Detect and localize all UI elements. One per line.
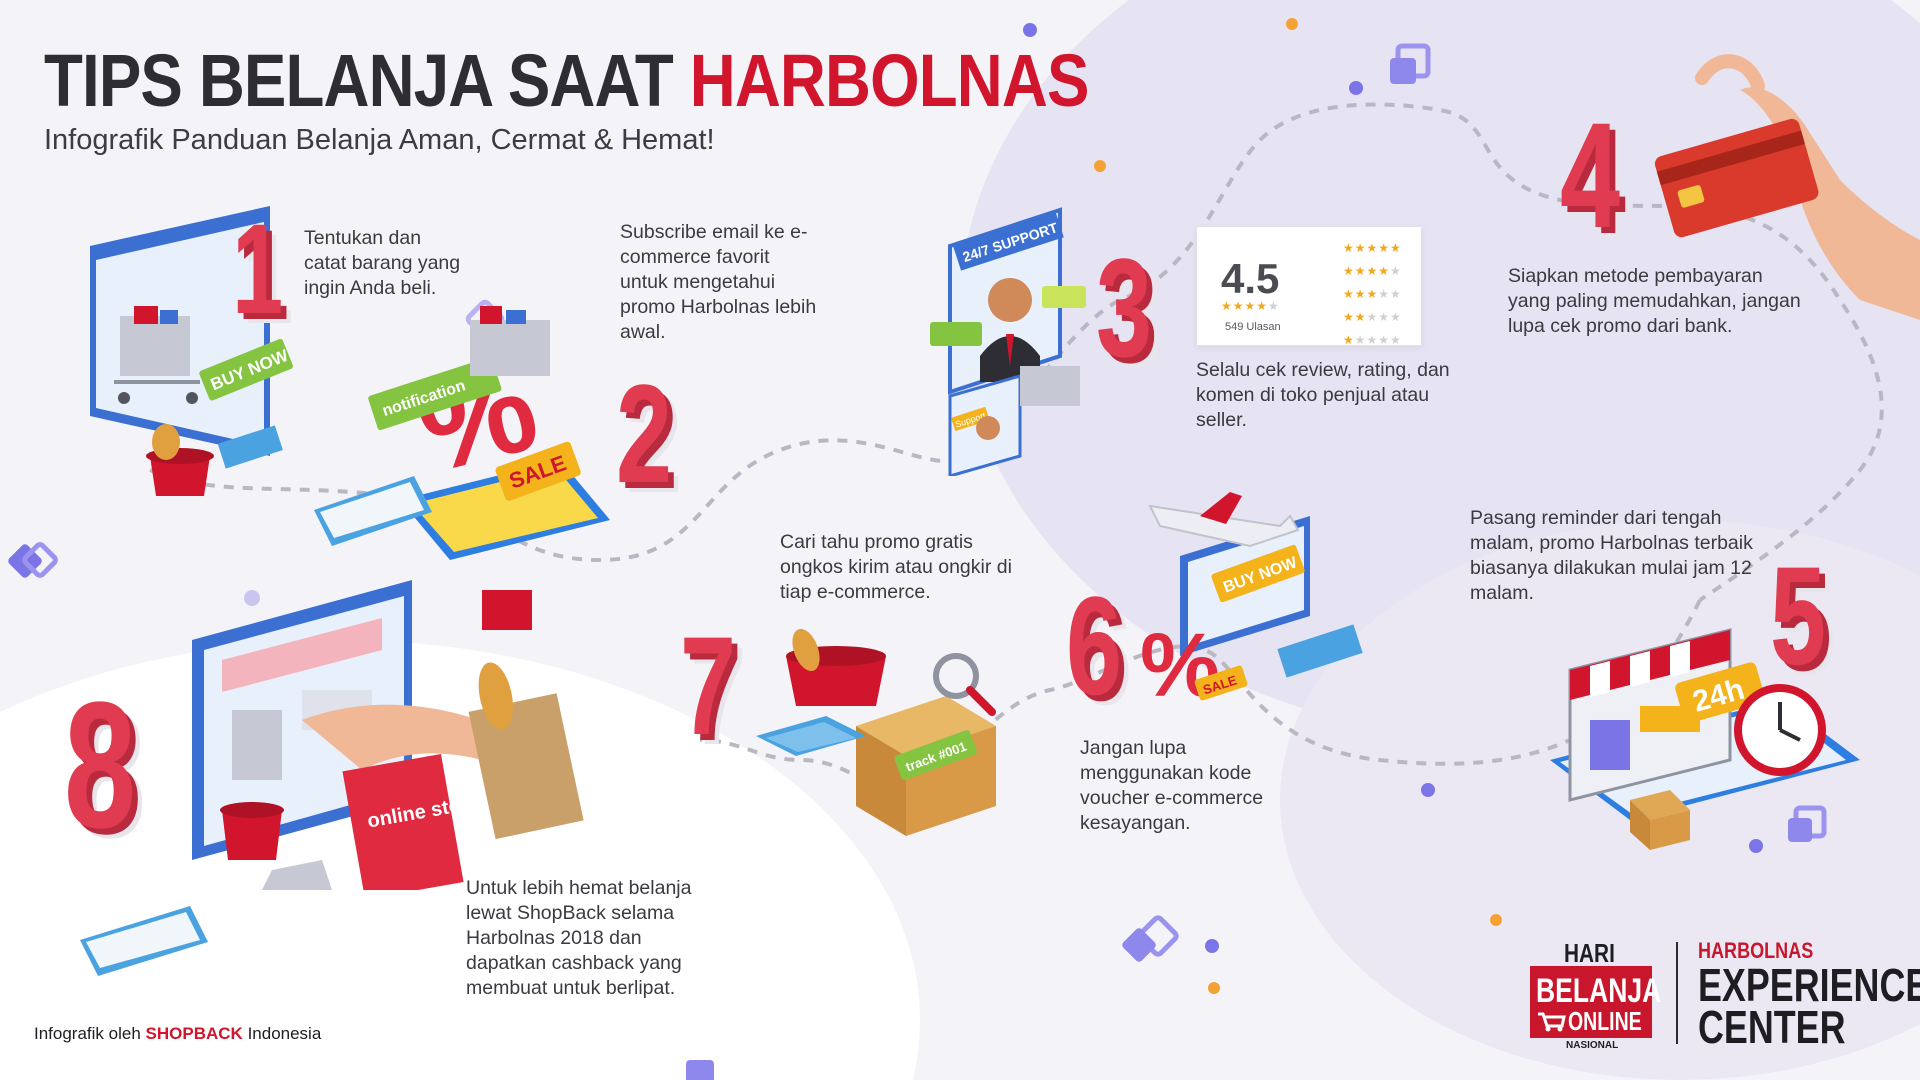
tip8-illustration-online-store: online store [192, 580, 584, 890]
tip3-illustration-support: 24/7 SUPPORT Support [930, 207, 1086, 476]
rating-row-2-stars: ★★★★★ [1343, 310, 1402, 324]
exp-center: CENTER [1698, 1001, 1846, 1053]
decor-dot [244, 590, 260, 606]
decor-dot [1749, 839, 1763, 853]
shopback-brand: SHOPBACK [145, 1024, 243, 1043]
tip4-text: Siapkan metode pembayaran yang paling me… [1508, 265, 1801, 337]
tip8-number: 8 [64, 665, 137, 866]
infographic-credit: Infografik oleh SHOPBACK Indonesia [34, 1024, 321, 1044]
tip2-text: Subscribe email ke e-commerce favorit un… [620, 221, 817, 343]
credit-suffix: Indonesia [247, 1024, 322, 1043]
rating-row-4-stars: ★★★★★ [1343, 264, 1402, 278]
exp-experience: EXPERIENCE [1698, 959, 1920, 1011]
tip5-illustration-store-clock: 24h [1550, 628, 1860, 850]
logo-divider [1676, 942, 1678, 1044]
hari-belanja-online-logo: HARI BELANJA ONLINE NASIONAL [1528, 938, 1661, 1051]
tip1-text: Tentukan dan catat barang yang ingin And… [304, 227, 461, 299]
harbolnas-experience-center-logo: HARBOLNAS EXPERIENCE CENTER [1698, 938, 1920, 1053]
hbo-belanja: BELANJA [1536, 972, 1662, 1010]
title-red: HARBOLNAS [689, 39, 1090, 122]
page-title: TIPS BELANJA SAAT HARBOLNAS [44, 44, 1089, 118]
review-count: 549 Ulasan [1225, 321, 1281, 333]
tip4-number: 4 [1560, 91, 1621, 259]
tip6-illustration-flight-buy: BUY NOW [1148, 492, 1363, 678]
tip6-text: Jangan lupa menggunakan kode voucher e-c… [1080, 737, 1264, 834]
decor-dot [1205, 939, 1219, 953]
tip7-text: Cari tahu promo gratis ongkos kirim atau… [780, 531, 1012, 603]
decor-dot [1421, 783, 1435, 797]
title-dark: TIPS BELANJA SAAT [44, 39, 674, 122]
decor-dot [1094, 160, 1106, 172]
rating-distribution: ★★★★★ ★★★★★ ★★★★★ ★★★★★ ★★★★★ [1343, 237, 1402, 352]
decor-square [22, 542, 58, 578]
hbo-hari: HARI [1564, 938, 1615, 968]
tip1-illustration-shopping-screen: BUY NOW [90, 206, 293, 496]
tip2-illustration-sale-phone: % SALE notification [368, 306, 610, 560]
decor-square [686, 1060, 714, 1080]
exp-harbolnas: HARBOLNAS [1698, 938, 1814, 963]
tip3-number: 3 [1096, 229, 1153, 386]
review-rating-card: 4.5 ★★★★★ 549 Ulasan ★★★★★ ★★★★★ ★★★★★ ★★★★… [1196, 226, 1422, 347]
tip7-illustration-delivery: track #001 [756, 628, 996, 836]
review-score: 4.5 [1221, 255, 1280, 302]
rating-row-5-stars: ★★★★★ [1343, 241, 1402, 255]
review-score-stars: ★★★★★ [1221, 299, 1280, 313]
tip7-number: 7 [680, 607, 737, 764]
rating-row-1-stars: ★★★★★ [1343, 333, 1402, 347]
tip5-text: Pasang reminder dari tengah malam, promo… [1470, 507, 1753, 604]
hbo-nasional: NASIONAL [1566, 1040, 1619, 1051]
decor-dot [1286, 18, 1298, 30]
tip8-text: Untuk lebih hemat belanja lewat ShopBack… [466, 877, 692, 999]
tip6-number: 6 [1066, 567, 1123, 724]
rating-row-3-stars: ★★★★★ [1343, 287, 1402, 301]
credit-prefix: Infografik oleh [34, 1024, 141, 1043]
decor-dot [1023, 23, 1037, 37]
decor-dot [1349, 81, 1363, 95]
decor-dot [1490, 914, 1502, 926]
tip6-sale-percent: % SALE [1140, 616, 1248, 712]
tip3-text: Selalu cek review, rating, dan komen di … [1196, 359, 1450, 431]
tip8-ticket-illustration [80, 906, 208, 976]
tip2-number: 2 [616, 355, 673, 512]
tip4-illustration-hand-card [1654, 54, 1920, 320]
decor-dot [1208, 982, 1220, 994]
cart-icon [1538, 1012, 1566, 1032]
decor-square [1390, 58, 1416, 84]
tip2-ticket-illustration [314, 476, 432, 546]
tip1-number: 1 [232, 198, 284, 341]
decor-square [1122, 928, 1156, 962]
decor-square [1788, 818, 1812, 842]
page-subtitle: Infografik Panduan Belanja Aman, Cermat … [44, 124, 715, 156]
hbo-online: ONLINE [1568, 1006, 1642, 1036]
tip5-number: 5 [1770, 537, 1827, 694]
